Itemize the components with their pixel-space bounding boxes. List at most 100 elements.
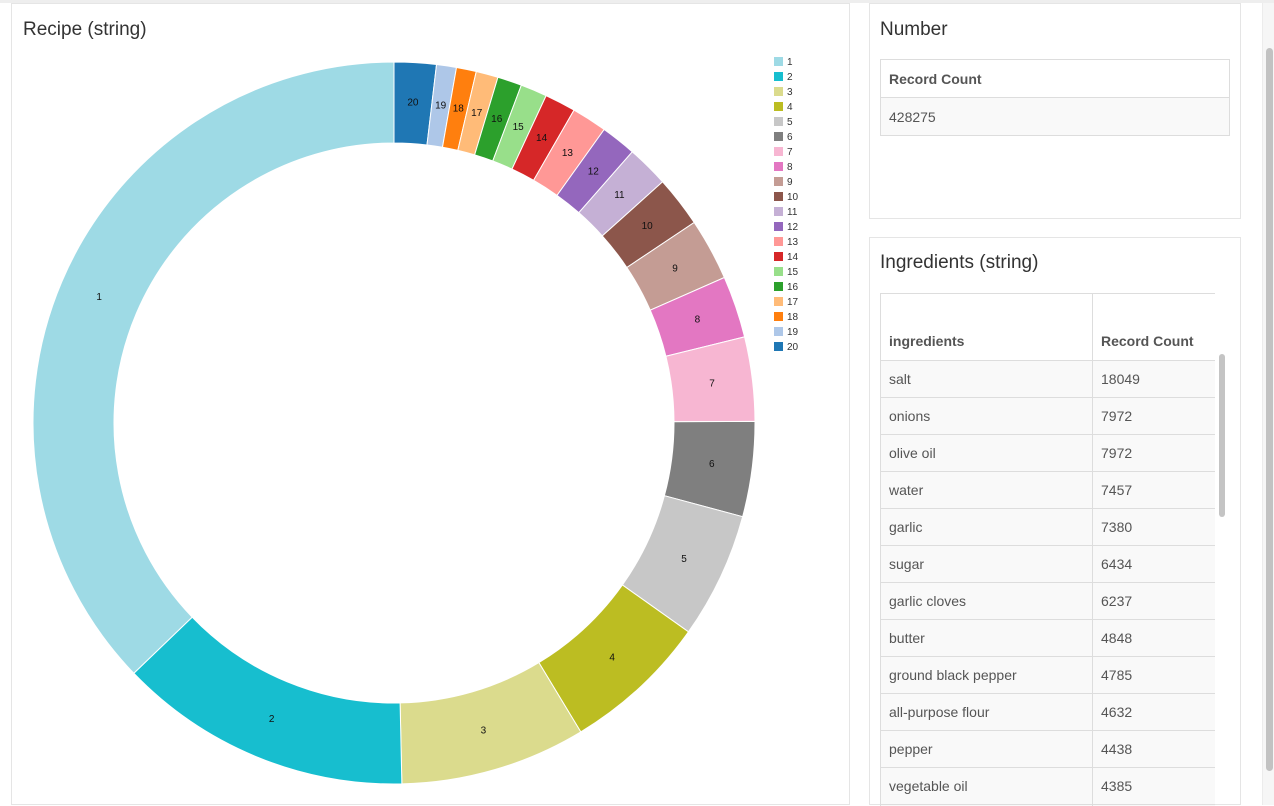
- slice-label-7: 7: [709, 378, 715, 389]
- ingredient-name-cell: vegetable oil: [881, 768, 1093, 805]
- legend-swatch-1[interactable]: [774, 57, 783, 66]
- slice-label-1: 1: [96, 292, 102, 303]
- slice-label-20: 20: [407, 98, 419, 109]
- slice-label-10: 10: [642, 221, 654, 232]
- legend-label-14[interactable]: 14: [787, 252, 799, 263]
- slice-label-17: 17: [471, 108, 483, 119]
- legend-label-4[interactable]: 4: [787, 102, 793, 113]
- legend-swatch-12[interactable]: [774, 222, 783, 231]
- legend-swatch-9[interactable]: [774, 177, 783, 186]
- legend-swatch-20[interactable]: [774, 342, 783, 351]
- legend-label-10[interactable]: 10: [787, 192, 799, 203]
- number-panel: Number Record Count 428275: [869, 3, 1241, 219]
- legend-swatch-13[interactable]: [774, 237, 783, 246]
- page-scrollbar-thumb[interactable]: [1266, 48, 1273, 771]
- column-header-ingredients[interactable]: ingredients: [881, 294, 1093, 361]
- ingredient-name-cell: olive oil: [881, 435, 1093, 472]
- legend-swatch-2[interactable]: [774, 72, 783, 81]
- legend-label-6[interactable]: 6: [787, 132, 793, 143]
- record-count-cell: 7972: [1093, 398, 1216, 435]
- legend-swatch-7[interactable]: [774, 147, 783, 156]
- legend-swatch-3[interactable]: [774, 87, 783, 96]
- slice-label-8: 8: [695, 314, 701, 325]
- ingredient-name-cell: garlic cloves: [881, 583, 1093, 620]
- slice-label-18: 18: [453, 104, 465, 115]
- legend-label-7[interactable]: 7: [787, 147, 793, 158]
- slice-label-11: 11: [614, 190, 625, 201]
- legend-swatch-11[interactable]: [774, 207, 783, 216]
- legend-label-12[interactable]: 12: [787, 222, 799, 233]
- legend-swatch-10[interactable]: [774, 192, 783, 201]
- ingredient-name-cell: butter: [881, 620, 1093, 657]
- donut-slice-1[interactable]: [33, 62, 394, 673]
- slice-label-3: 3: [481, 725, 487, 736]
- legend-label-16[interactable]: 16: [787, 282, 799, 293]
- legend-label-5[interactable]: 5: [787, 117, 793, 128]
- legend-label-13[interactable]: 13: [787, 237, 799, 248]
- legend-swatch-4[interactable]: [774, 102, 783, 111]
- record-count-header[interactable]: Record Count: [881, 60, 1230, 98]
- ingredient-name-cell: salt: [881, 361, 1093, 398]
- slice-label-6: 6: [709, 459, 715, 470]
- legend-label-11[interactable]: 11: [787, 207, 798, 218]
- slice-label-2: 2: [269, 714, 275, 725]
- slice-label-16: 16: [491, 114, 503, 125]
- legend-swatch-16[interactable]: [774, 282, 783, 291]
- legend-label-17[interactable]: 17: [787, 297, 799, 308]
- legend-label-9[interactable]: 9: [787, 177, 793, 188]
- legend-label-15[interactable]: 15: [787, 267, 799, 278]
- slice-label-12: 12: [588, 167, 600, 178]
- legend-label-3[interactable]: 3: [787, 87, 793, 98]
- record-count-cell: 4632: [1093, 694, 1216, 731]
- legend-label-1[interactable]: 1: [787, 57, 793, 68]
- record-count-cell: 18049: [1093, 361, 1216, 398]
- legend-swatch-15[interactable]: [774, 267, 783, 276]
- ingredient-name-cell: water: [881, 472, 1093, 509]
- legend-label-20[interactable]: 20: [787, 342, 799, 353]
- ingredients-scrollbar[interactable]: [1219, 354, 1225, 517]
- legend-swatch-5[interactable]: [774, 117, 783, 126]
- ingredients-panel: Ingredients (string) ingredients Record …: [869, 237, 1241, 805]
- ingredient-name-cell: sugar: [881, 546, 1093, 583]
- legend-label-2[interactable]: 2: [787, 72, 793, 83]
- legend-label-18[interactable]: 18: [787, 312, 799, 323]
- record-count-cell: 4438: [1093, 731, 1216, 768]
- legend-swatch-17[interactable]: [774, 297, 783, 306]
- record-count-cell: 6237: [1093, 583, 1216, 620]
- legend-label-19[interactable]: 19: [787, 327, 799, 338]
- record-count-cell: 7380: [1093, 509, 1216, 546]
- record-count-cell: 4385: [1093, 768, 1216, 805]
- legend-swatch-6[interactable]: [774, 132, 783, 141]
- record-count-cell: 4848: [1093, 620, 1216, 657]
- legend-swatch-19[interactable]: [774, 327, 783, 336]
- column-header-record-count[interactable]: Record Count: [1093, 294, 1216, 361]
- donut-slice-2[interactable]: [134, 617, 402, 784]
- legend-swatch-18[interactable]: [774, 312, 783, 321]
- slice-label-19: 19: [435, 101, 447, 112]
- legend-swatch-14[interactable]: [774, 252, 783, 261]
- ingredient-name-cell: all-purpose flour: [881, 694, 1093, 731]
- record-count-table: Record Count 428275: [880, 59, 1230, 136]
- ingredient-name-cell: onions: [881, 398, 1093, 435]
- legend-label-8[interactable]: 8: [787, 162, 793, 173]
- record-count-value: 428275: [881, 98, 1230, 136]
- record-count-cell: 7457: [1093, 472, 1216, 509]
- legend-swatch-8[interactable]: [774, 162, 783, 171]
- record-count-cell: 7972: [1093, 435, 1216, 472]
- ingredients-panel-title: Ingredients (string): [880, 252, 1038, 274]
